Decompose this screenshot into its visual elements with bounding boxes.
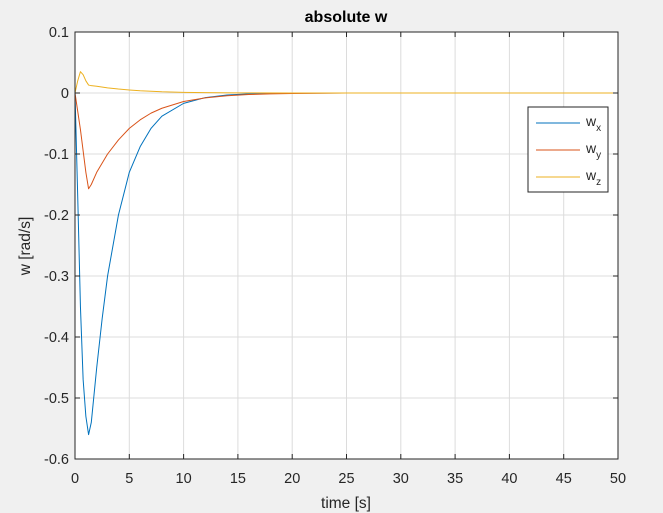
y-tick-labels: 0.1 0 -0.1 -0.2 -0.3 -0.4 -0.5 -0.6 <box>44 25 69 468</box>
x-tick-label: 30 <box>393 471 409 487</box>
series-line-w_z <box>74 71 618 94</box>
x-tick-label: 35 <box>447 471 463 487</box>
x-axis-label: time [s] <box>321 495 371 512</box>
y-tick-label: -0.2 <box>44 208 69 224</box>
y-tick-label: -0.1 <box>44 147 69 163</box>
y-tick-label: 0 <box>61 86 69 102</box>
legend-label-w_z: wz <box>585 167 601 188</box>
legend: wx wy wz <box>527 106 609 193</box>
y-tick-label: -0.6 <box>44 452 69 468</box>
x-tick-label: 15 <box>230 471 246 487</box>
plot-area: 0 5 10 15 20 25 30 35 40 45 50 0.1 0 -0.1 -0.2 -0.3 -0.… <box>44 25 626 487</box>
x-tick-label: 45 <box>556 471 572 487</box>
x-tick-label: 0 <box>71 471 79 487</box>
y-axis-label: w [rad/s] <box>17 217 34 277</box>
y-tick-label: -0.3 <box>44 269 69 285</box>
legend-label-w_y: wy <box>585 140 601 161</box>
y-tick-label: -0.4 <box>44 330 69 346</box>
x-tick-label: 5 <box>125 471 133 487</box>
x-tick-label: 20 <box>284 471 300 487</box>
x-tick-label: 50 <box>610 471 626 487</box>
x-tick-label: 40 <box>501 471 517 487</box>
series-lines <box>74 71 618 436</box>
y-tick-label: 0.1 <box>49 25 69 41</box>
x-tick-labels: 0 5 10 15 20 25 30 35 40 45 50 <box>71 471 626 487</box>
chart-title: absolute w <box>305 9 388 26</box>
x-tick-label: 10 <box>176 471 192 487</box>
ticks <box>74 31 619 460</box>
y-tick-label: -0.5 <box>44 391 69 407</box>
x-tick-label: 25 <box>338 471 354 487</box>
legend-label-w_x: wx <box>585 113 601 134</box>
